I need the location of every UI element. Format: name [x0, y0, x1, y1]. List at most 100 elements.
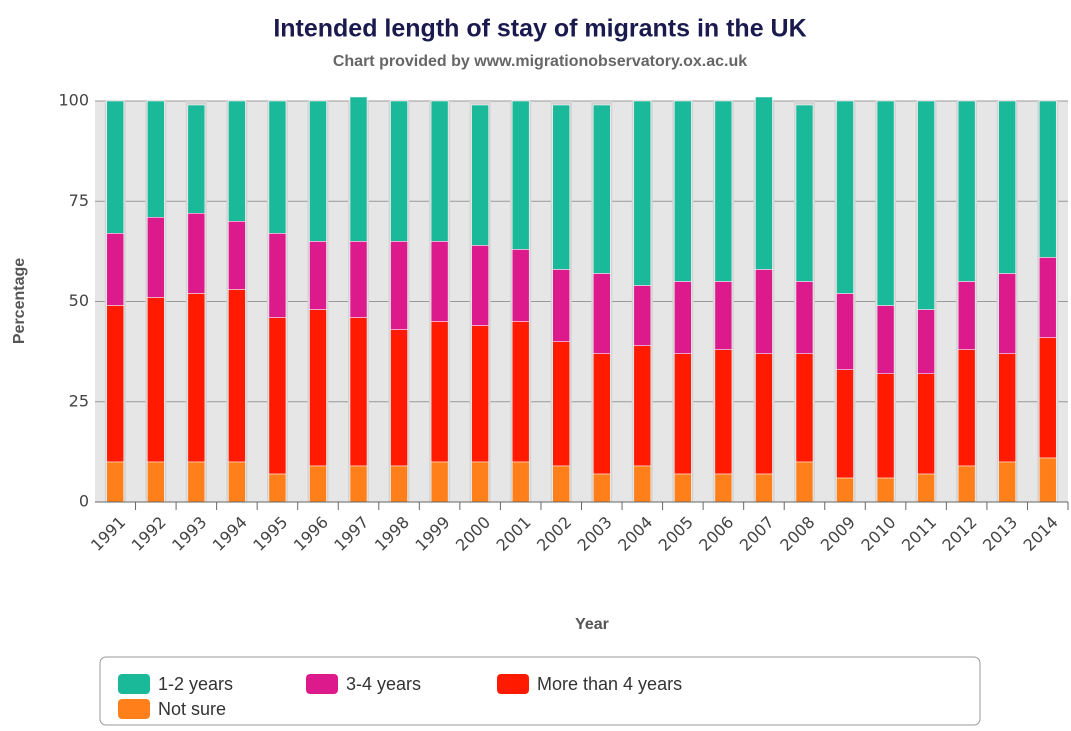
- x-tick-label: 1996: [290, 513, 332, 555]
- y-tick-label: 75: [69, 191, 89, 210]
- bar-segment: [917, 100, 935, 310]
- bar-segment: [228, 221, 246, 290]
- legend-swatch: [118, 674, 150, 694]
- bar-segment: [390, 100, 408, 242]
- bar-segment: [674, 473, 692, 503]
- bar-segment: [390, 329, 408, 467]
- bar-segment: [187, 461, 206, 503]
- bar-segment: [795, 104, 814, 282]
- bar-segment: [836, 293, 854, 370]
- bar-segment: [755, 473, 773, 503]
- bar-segment: [876, 305, 895, 374]
- y-tick-label: 50: [69, 291, 89, 310]
- bar-segment: [998, 273, 1016, 354]
- bar-segment: [552, 465, 570, 503]
- bar-segment: [228, 100, 246, 222]
- bar-segment: [268, 233, 287, 318]
- x-tick-label: 1999: [411, 513, 453, 555]
- bar-segment: [795, 281, 814, 354]
- bar-segment: [187, 104, 206, 214]
- x-tick-label: 2000: [452, 513, 494, 555]
- x-tick-label: 1993: [168, 513, 210, 555]
- x-axis-label: Year: [575, 616, 609, 633]
- y-tick-label: 25: [69, 391, 89, 410]
- legend-label: 1-2 years: [158, 674, 233, 694]
- bar-segment: [511, 249, 530, 322]
- bar-segment: [187, 213, 206, 294]
- x-tick-label: 2007: [736, 513, 778, 555]
- bar-segment: [147, 100, 165, 218]
- bar-segment: [998, 353, 1016, 463]
- bar-segment: [755, 353, 773, 475]
- bar-segment: [349, 317, 368, 467]
- bar-segment: [309, 309, 327, 467]
- bar-segment: [836, 369, 854, 479]
- bar-segment: [876, 477, 895, 503]
- bar-segment: [876, 100, 895, 306]
- bar-segment: [957, 281, 976, 350]
- bar-segment: [106, 305, 125, 463]
- bar-segment: [309, 465, 327, 503]
- y-tick-label: 100: [58, 91, 89, 110]
- bar-segment: [147, 297, 165, 463]
- bar-segment: [917, 373, 935, 475]
- bar-segment: [593, 353, 611, 475]
- bar-segment: [430, 100, 449, 242]
- bar-segment: [228, 289, 246, 463]
- bar-segment: [268, 317, 287, 475]
- legend-label: Not sure: [158, 699, 226, 719]
- y-axis-label: Percentage: [11, 258, 28, 344]
- bar-segment: [917, 309, 935, 374]
- bar-segment: [674, 353, 692, 475]
- bar-segment: [633, 285, 652, 346]
- bar-segment: [755, 269, 773, 354]
- bar-segment: [917, 473, 935, 503]
- bar-segment: [187, 293, 206, 463]
- x-tick-label: 2011: [898, 513, 940, 555]
- bar-segment: [309, 100, 327, 242]
- chart-title: Intended length of stay of migrants in t…: [273, 15, 806, 43]
- bar-segment: [1038, 457, 1057, 503]
- bar-segment: [957, 349, 976, 467]
- x-tick-label: 2009: [817, 513, 859, 555]
- bar-segment: [552, 341, 570, 467]
- bar-segment: [106, 461, 125, 503]
- bar-segment: [390, 465, 408, 503]
- bar-segment: [471, 461, 489, 503]
- bar-segment: [511, 461, 530, 503]
- bar-segment: [714, 100, 733, 282]
- bar-segment: [593, 273, 611, 354]
- x-tick-label: 2005: [655, 513, 697, 555]
- x-tick-label: 2008: [776, 513, 818, 555]
- x-tick-label: 1991: [87, 513, 129, 555]
- bar-segment: [268, 100, 287, 234]
- bar-segment: [106, 233, 125, 306]
- bar-segment: [430, 321, 449, 463]
- bar-segment: [471, 104, 489, 246]
- bar-segment: [1038, 337, 1057, 459]
- legend-swatch: [306, 674, 338, 694]
- x-tick-label: 2012: [938, 513, 980, 555]
- x-tick-label: 1998: [371, 513, 413, 555]
- bar-segment: [593, 473, 611, 503]
- bar-segment: [390, 241, 408, 330]
- bar-segment: [511, 100, 530, 250]
- bar-segment: [430, 461, 449, 503]
- x-tick-label: 2002: [533, 513, 575, 555]
- legend-swatch: [497, 674, 529, 694]
- bar-segment: [1038, 257, 1057, 338]
- bar-segment: [957, 100, 976, 282]
- bar-segment: [795, 461, 814, 503]
- bar-segment: [714, 281, 733, 350]
- bar-segment: [309, 241, 327, 310]
- x-tick-label: 2001: [492, 513, 534, 555]
- x-tick-label: 2014: [1020, 513, 1062, 555]
- x-tick-label: 1995: [249, 513, 291, 555]
- bar-segment: [471, 325, 489, 463]
- bar-segment: [349, 465, 368, 503]
- bar-segment: [674, 281, 692, 354]
- x-tick-label: 2013: [979, 513, 1021, 555]
- bar-segment: [268, 473, 287, 503]
- bar-segment: [106, 100, 125, 234]
- bar-segment: [633, 465, 652, 503]
